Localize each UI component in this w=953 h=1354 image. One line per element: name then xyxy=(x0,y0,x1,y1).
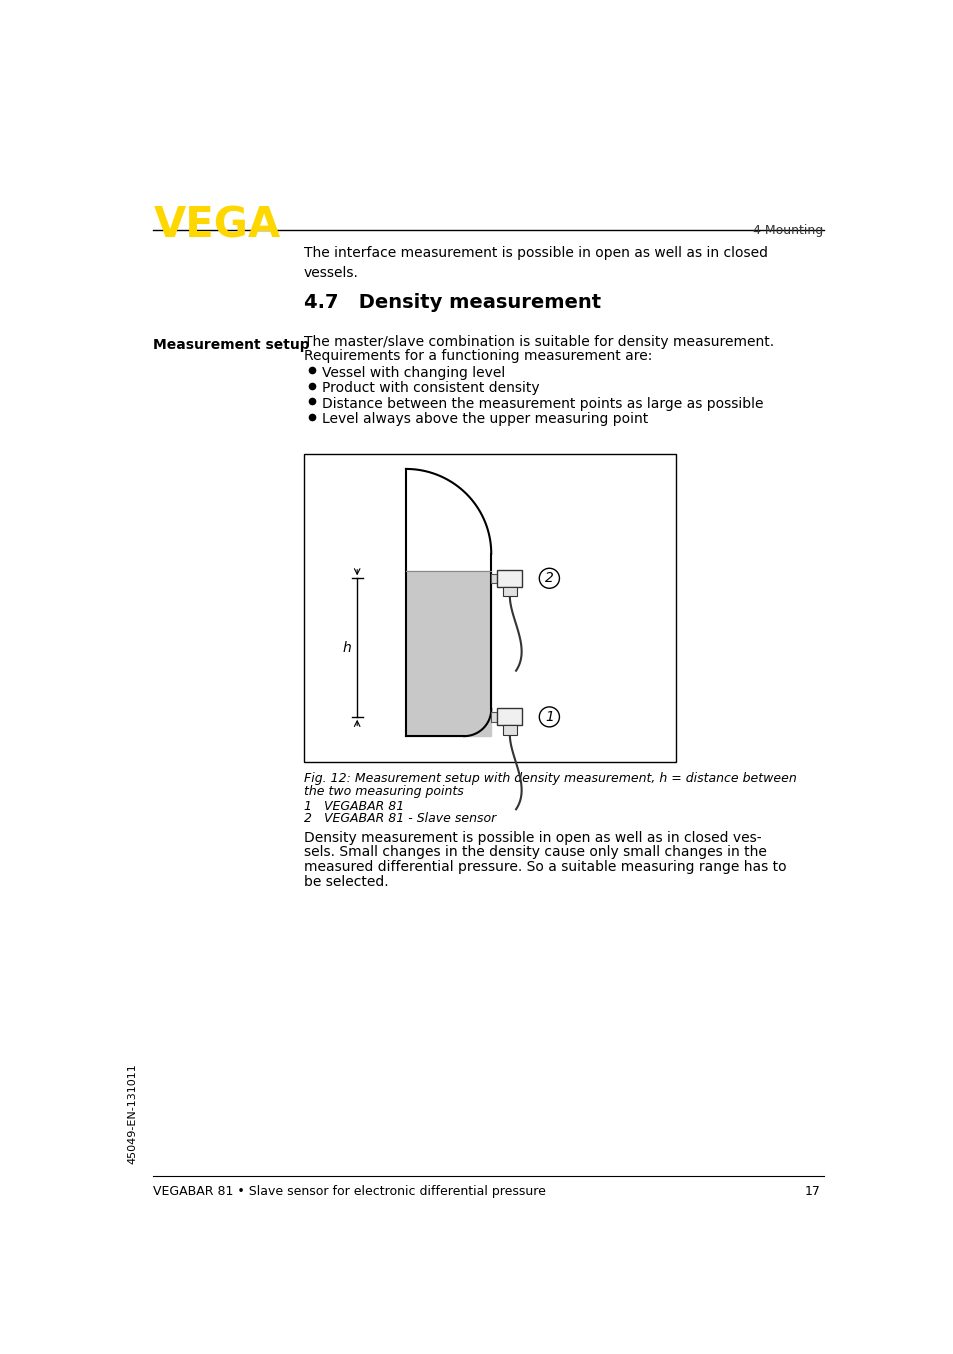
Text: Level always above the upper measuring point: Level always above the upper measuring p… xyxy=(322,412,648,427)
Text: Vessel with changing level: Vessel with changing level xyxy=(322,366,505,379)
Bar xyxy=(502,586,517,596)
Text: measured differential pressure. So a suitable measuring range has to: measured differential pressure. So a sui… xyxy=(303,860,785,875)
Bar xyxy=(303,454,675,761)
Text: Requirements for a functioning measurement are:: Requirements for a functioning measureme… xyxy=(303,349,652,363)
Bar xyxy=(502,726,517,735)
Bar xyxy=(491,712,497,722)
Text: The master/slave combination is suitable for density measurement.: The master/slave combination is suitable… xyxy=(303,334,773,349)
Polygon shape xyxy=(406,570,491,737)
Text: Distance between the measurement points as large as possible: Distance between the measurement points … xyxy=(322,397,763,410)
Text: 2   VEGABAR 81 - Slave sensor: 2 VEGABAR 81 - Slave sensor xyxy=(303,812,496,826)
Text: 45049-EN-131011: 45049-EN-131011 xyxy=(128,1063,137,1164)
Text: VEGABAR 81 • Slave sensor for electronic differential pressure: VEGABAR 81 • Slave sensor for electronic… xyxy=(153,1185,546,1198)
Text: h: h xyxy=(342,640,351,654)
Text: 4 Mounting: 4 Mounting xyxy=(752,223,822,237)
Text: 4.7   Density measurement: 4.7 Density measurement xyxy=(303,294,600,313)
Text: Measurement setup: Measurement setup xyxy=(153,338,310,352)
Text: The interface measurement is possible in open as well as in closed
vessels.: The interface measurement is possible in… xyxy=(303,245,767,280)
Bar xyxy=(497,708,521,726)
Bar xyxy=(491,574,497,584)
Text: Density measurement is possible in open as well as in closed ves-: Density measurement is possible in open … xyxy=(303,831,760,845)
Text: VEGA: VEGA xyxy=(153,204,280,246)
Text: be selected.: be selected. xyxy=(303,875,388,888)
Circle shape xyxy=(538,569,558,588)
Text: 17: 17 xyxy=(804,1185,820,1198)
Text: 1   VEGABAR 81: 1 VEGABAR 81 xyxy=(303,800,403,812)
Text: 1: 1 xyxy=(544,709,554,724)
Text: 2: 2 xyxy=(544,571,554,585)
Text: the two measuring points: the two measuring points xyxy=(303,784,463,798)
Text: Product with consistent density: Product with consistent density xyxy=(322,382,539,395)
Text: sels. Small changes in the density cause only small changes in the: sels. Small changes in the density cause… xyxy=(303,845,766,860)
Circle shape xyxy=(538,707,558,727)
Bar xyxy=(497,570,521,586)
Text: Fig. 12: Measurement setup with density measurement, h = distance between: Fig. 12: Measurement setup with density … xyxy=(303,772,796,785)
